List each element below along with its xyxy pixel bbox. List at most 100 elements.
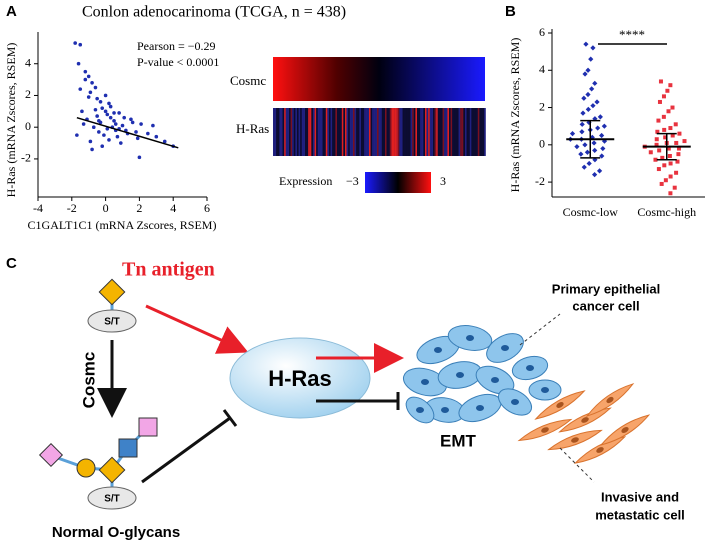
heatmap-cell xyxy=(341,108,344,156)
residue xyxy=(87,486,137,510)
nucleus xyxy=(421,379,429,385)
heatmap-cell xyxy=(461,108,464,156)
y-tick-label: 6 xyxy=(539,25,545,39)
point xyxy=(146,131,150,136)
point xyxy=(599,153,605,159)
x-tick-label: Cosmc-low xyxy=(563,205,619,219)
heatmap-cell xyxy=(346,108,349,156)
point xyxy=(581,164,587,170)
diagram: Tn antigen S/T Cosmc S/T Normal O-glycan… xyxy=(38,259,685,541)
heatmap-cell xyxy=(375,108,377,156)
heatmap-cell xyxy=(407,108,409,156)
heatmap-cell xyxy=(469,108,472,156)
y-axis-title: H-Ras (mRNA Zscores, RSEM) xyxy=(508,38,522,193)
arrow xyxy=(145,304,249,354)
heatmap-cell xyxy=(466,108,469,156)
annotation: Pearson = −0.29 xyxy=(137,39,216,53)
nucleus xyxy=(441,407,449,413)
point xyxy=(105,112,110,117)
error-bar xyxy=(656,132,677,161)
point xyxy=(653,157,658,162)
heatmap-cell xyxy=(359,108,361,156)
heatmap-cell xyxy=(425,108,427,156)
x-tick-label: Cosmc-high xyxy=(637,205,696,219)
heatmap-cell xyxy=(444,108,446,156)
heatmap-cell xyxy=(450,108,453,156)
heatmap-cell xyxy=(301,108,304,156)
sialic xyxy=(38,442,64,468)
point xyxy=(582,71,588,77)
nucleus xyxy=(501,345,509,351)
point xyxy=(668,83,673,88)
heatmap-cell xyxy=(305,108,307,156)
point xyxy=(656,118,661,123)
point xyxy=(93,85,98,90)
point xyxy=(586,119,592,126)
heatmap-cell xyxy=(442,108,445,156)
point xyxy=(677,131,682,136)
heatmap-cell xyxy=(370,108,373,156)
heatmap-cell xyxy=(284,108,286,156)
point xyxy=(662,163,667,168)
heatmap-cell xyxy=(396,108,398,156)
y-tick-label: 2 xyxy=(25,87,31,101)
heatmap-cell xyxy=(429,108,432,156)
heatmap-cell xyxy=(322,108,325,156)
heatmap-cell xyxy=(285,108,288,156)
y-tick-label: 0 xyxy=(25,119,31,133)
point xyxy=(675,159,680,164)
heatmap-cell xyxy=(394,108,397,156)
panel-label: C xyxy=(6,255,17,272)
heatmap-cell xyxy=(388,108,390,156)
point xyxy=(666,109,671,114)
point xyxy=(583,41,589,47)
point xyxy=(658,79,663,84)
point xyxy=(584,149,591,155)
scatter-plot: Conlon adenocarinoma (TCGA, n = 438) C1G… xyxy=(4,4,346,232)
heatmap-cell xyxy=(484,108,486,156)
nucleus xyxy=(456,372,464,378)
point xyxy=(597,114,603,120)
point xyxy=(670,133,675,138)
point xyxy=(103,109,108,114)
heatmap-cell xyxy=(455,108,457,156)
point xyxy=(582,142,588,148)
heatmap-cell xyxy=(277,108,280,156)
point xyxy=(667,154,672,158)
heatmap-cell xyxy=(276,108,278,156)
point xyxy=(659,181,664,186)
point xyxy=(654,142,659,147)
point xyxy=(580,110,586,116)
point xyxy=(579,121,585,127)
pointer xyxy=(519,313,561,346)
point xyxy=(581,95,587,101)
label: S/T xyxy=(104,494,120,505)
heatmap-cell xyxy=(306,108,309,156)
nucleus xyxy=(476,405,484,411)
y-axis-title: H-Ras (mRNA Zscores, RSEM) xyxy=(4,43,18,198)
annotation: P-value < 0.0001 xyxy=(137,55,219,69)
heatmap-cell xyxy=(324,108,326,156)
heatmap-cell xyxy=(409,108,411,156)
point xyxy=(90,80,94,85)
heatmap-cell xyxy=(391,108,393,156)
heatmap-cell xyxy=(281,108,283,156)
heatmap-cell xyxy=(319,108,321,156)
nucleus xyxy=(556,402,564,408)
row-label: Cosmc xyxy=(230,73,266,88)
heatmap-cell xyxy=(441,108,443,156)
heatmap-cell xyxy=(357,108,360,156)
point xyxy=(100,144,105,149)
nucleus xyxy=(541,387,549,393)
point xyxy=(112,111,116,115)
point xyxy=(674,140,679,145)
heatmap-cell xyxy=(313,108,315,156)
heatmap-cell xyxy=(317,108,320,156)
heatmap-cell xyxy=(418,108,421,156)
heatmap-cell xyxy=(426,108,429,156)
label: Normal O-glycans xyxy=(52,524,180,541)
error-bar xyxy=(580,119,601,159)
heatmap-cell xyxy=(300,108,302,156)
heatmap-row xyxy=(273,108,486,156)
point xyxy=(672,185,677,190)
